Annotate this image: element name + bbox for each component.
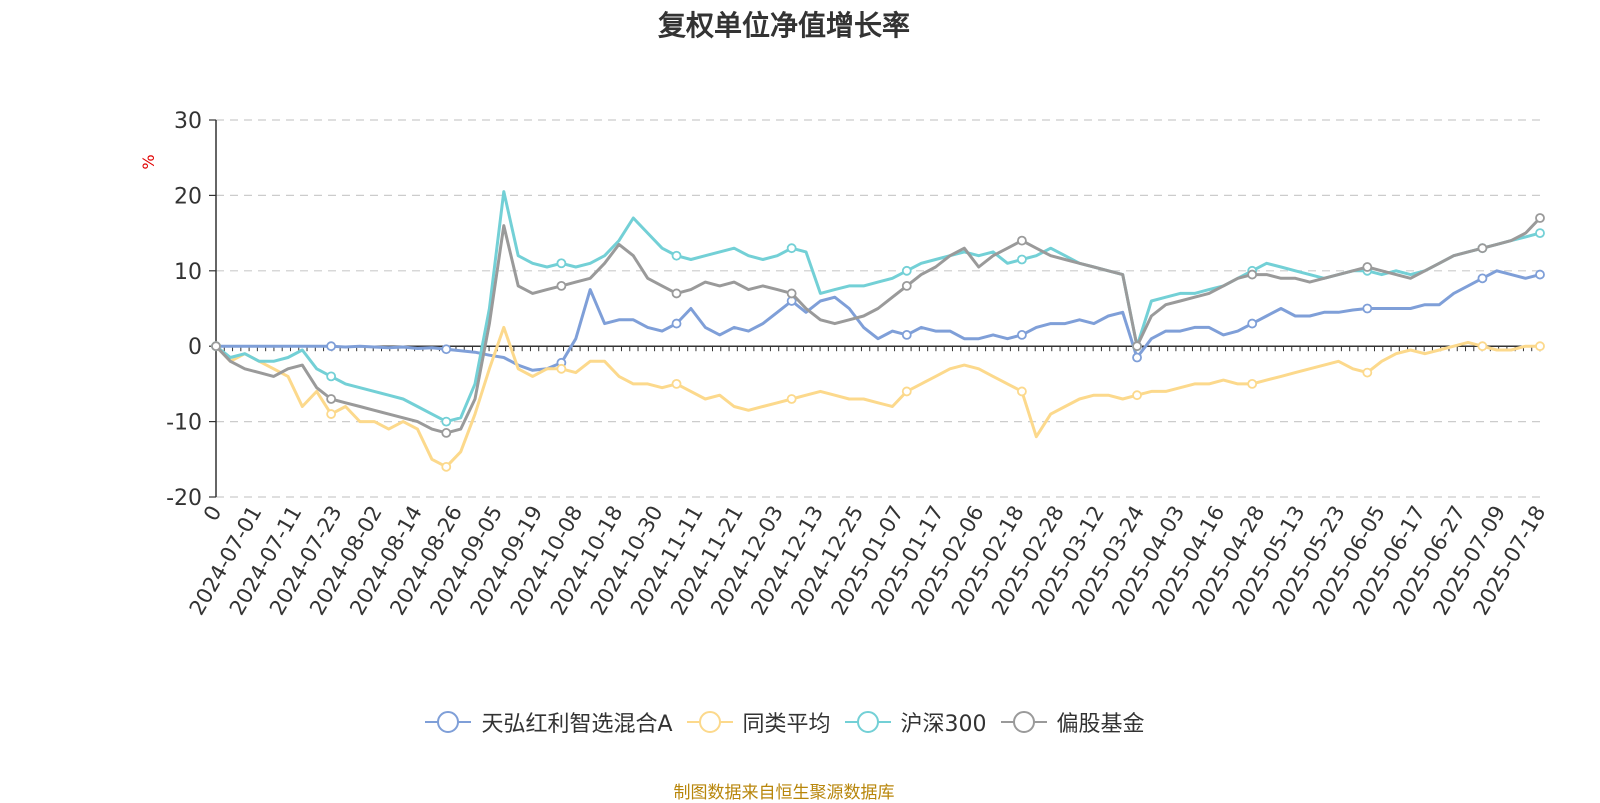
source-note: 制图数据来自恒生聚源数据库 bbox=[673, 783, 895, 803]
y-tick-label: 30 bbox=[174, 109, 202, 134]
line-chart: 3020100-10-2002024-07-012024-07-112024-0… bbox=[139, 109, 1550, 619]
data-point bbox=[441, 461, 452, 472]
data-point bbox=[671, 250, 682, 261]
series-line bbox=[215, 190, 1541, 424]
series-1 bbox=[211, 325, 1545, 472]
chart-title: 复权单位净值增长率 bbox=[657, 9, 910, 42]
data-point bbox=[1017, 329, 1027, 340]
series-3 bbox=[211, 213, 1545, 438]
data-point bbox=[1535, 228, 1545, 239]
legend-item[interactable]: 沪深300 bbox=[843, 706, 987, 738]
data-point bbox=[441, 428, 452, 438]
series-line bbox=[214, 216, 1542, 435]
data-point bbox=[1017, 235, 1027, 246]
data-point bbox=[671, 288, 682, 299]
y-tick-label: 10 bbox=[174, 260, 202, 285]
data-point bbox=[786, 394, 797, 404]
series-line bbox=[216, 269, 1541, 372]
data-point bbox=[1535, 213, 1545, 223]
data-point bbox=[901, 265, 912, 276]
legend-item[interactable]: 同类平均 bbox=[685, 706, 831, 738]
series-0 bbox=[211, 269, 1545, 372]
x-tick-label: 0 bbox=[199, 502, 226, 526]
y-tick-label: 20 bbox=[174, 184, 202, 209]
data-point bbox=[556, 363, 567, 374]
grid-lines bbox=[216, 119, 1540, 498]
data-point bbox=[1017, 386, 1027, 397]
data-point bbox=[1362, 367, 1373, 378]
data-point bbox=[1132, 390, 1142, 401]
legend-item[interactable]: 天弘红利智选混合A bbox=[423, 706, 673, 738]
series-line bbox=[214, 325, 1540, 469]
data-point bbox=[671, 318, 682, 329]
data-point bbox=[326, 394, 337, 404]
legend-marker-icon bbox=[844, 711, 891, 733]
data-point bbox=[1132, 352, 1142, 363]
legend-marker-icon bbox=[1000, 711, 1047, 733]
legend-marker-icon bbox=[686, 711, 733, 733]
data-point bbox=[1362, 303, 1373, 314]
data-point bbox=[901, 280, 912, 291]
legend-marker-icon bbox=[425, 711, 472, 733]
data-point bbox=[901, 386, 912, 397]
data-point bbox=[211, 341, 221, 352]
data-point bbox=[1017, 254, 1027, 265]
data-point bbox=[1247, 378, 1258, 389]
data-point bbox=[1477, 243, 1488, 254]
data-point bbox=[786, 288, 797, 299]
data-point bbox=[326, 371, 337, 382]
data-point bbox=[1477, 273, 1488, 284]
legend-label: 沪深300 bbox=[900, 712, 987, 737]
y-axis-label: % bbox=[139, 154, 158, 169]
legend-label: 偏股基金 bbox=[1056, 712, 1145, 737]
legend-label: 天弘红利智选混合A bbox=[481, 712, 673, 737]
legend-label: 同类平均 bbox=[742, 712, 831, 737]
data-point bbox=[441, 416, 452, 427]
data-point bbox=[1132, 341, 1142, 352]
data-point bbox=[786, 243, 797, 254]
y-tick-label: 0 bbox=[188, 335, 202, 360]
data-point bbox=[326, 409, 337, 419]
data-point bbox=[556, 280, 567, 291]
data-point bbox=[1362, 262, 1373, 272]
data-point bbox=[1477, 341, 1488, 352]
y-tick-label: -20 bbox=[166, 486, 202, 511]
data-point bbox=[1247, 269, 1258, 280]
data-point bbox=[1535, 269, 1545, 280]
data-point bbox=[326, 341, 337, 352]
data-point bbox=[556, 258, 567, 269]
data-point bbox=[671, 378, 682, 389]
series-lines bbox=[211, 190, 1545, 472]
data-point bbox=[901, 329, 912, 340]
data-point bbox=[441, 344, 452, 355]
legend: 天弘红利智选混合A 同类平均 沪深300 偏股基金 bbox=[0, 706, 1568, 738]
y-tick-label: -10 bbox=[166, 411, 202, 436]
legend-item[interactable]: 偏股基金 bbox=[999, 706, 1145, 738]
data-point bbox=[1535, 341, 1545, 352]
data-point bbox=[1247, 318, 1258, 329]
